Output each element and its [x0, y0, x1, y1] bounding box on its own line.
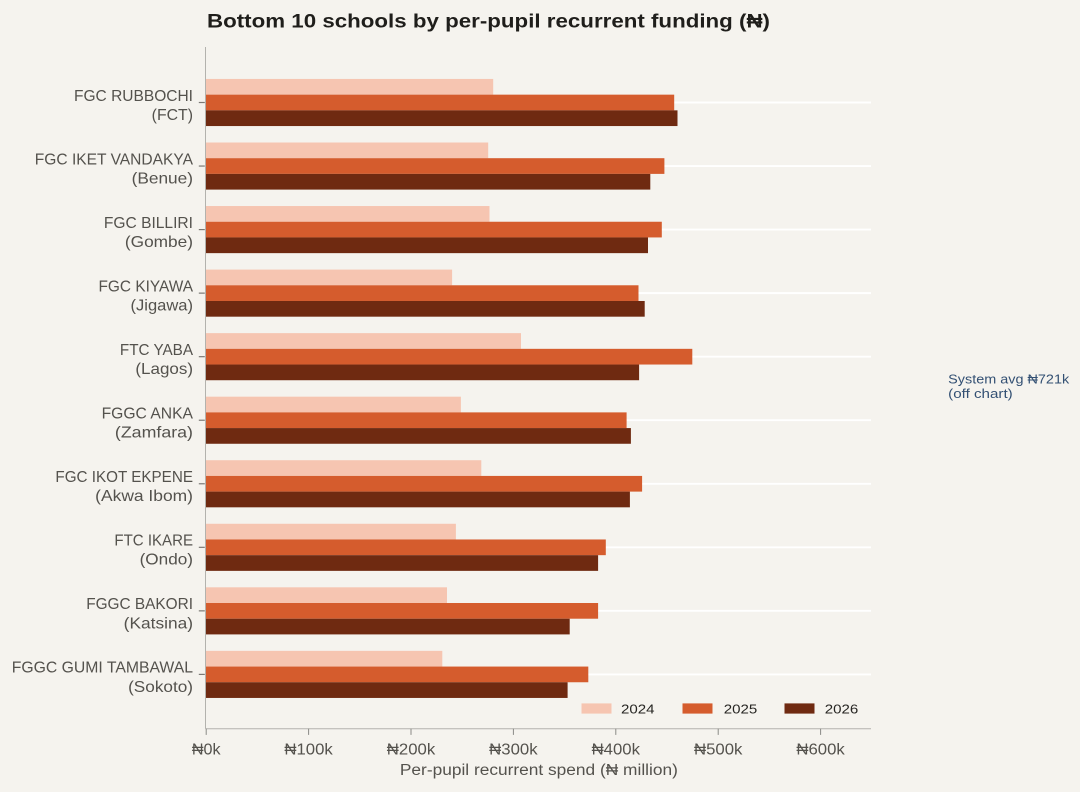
svg-text:2025: 2025 [724, 702, 758, 717]
svg-text:(FCT): (FCT) [152, 107, 193, 124]
svg-text:₦0k: ₦0k [192, 742, 221, 759]
svg-text:(Sokoto): (Sokoto) [128, 679, 193, 696]
svg-text:FTC IKARE: FTC IKARE [114, 533, 193, 550]
svg-text:Per-pupil recurrent spend (₦ m: Per-pupil recurrent spend (₦ million) [400, 762, 678, 779]
svg-text:FGC IKOT EKPENE: FGC IKOT EKPENE [55, 469, 193, 486]
svg-text:Bottom 10 schools by per-pupil: Bottom 10 schools by per-pupil recurrent… [207, 10, 770, 32]
svg-text:(Gombe): (Gombe) [125, 234, 193, 251]
svg-text:(Zamfara): (Zamfara) [115, 425, 193, 442]
svg-text:₦300k: ₦300k [489, 742, 537, 759]
svg-text:₦600k: ₦600k [796, 742, 844, 759]
svg-text:FGC BILLIRI: FGC BILLIRI [104, 215, 193, 232]
svg-text:(Jigawa): (Jigawa) [131, 298, 194, 315]
svg-text:(Ondo): (Ondo) [140, 552, 193, 569]
svg-text:(off chart): (off chart) [948, 386, 1013, 401]
svg-text:(Akwa Ibom): (Akwa Ibom) [95, 488, 193, 505]
svg-text:(Benue): (Benue) [132, 170, 193, 187]
svg-text:₦400k: ₦400k [592, 742, 640, 759]
svg-text:FTC YABA: FTC YABA [120, 342, 194, 359]
svg-text:₦500k: ₦500k [694, 742, 742, 759]
svg-text:2024: 2024 [621, 702, 655, 717]
svg-text:(Lagos): (Lagos) [135, 361, 193, 378]
svg-text:₦100k: ₦100k [284, 742, 332, 759]
svg-text:2026: 2026 [825, 702, 859, 717]
svg-text:FGC KIYAWA: FGC KIYAWA [99, 278, 194, 295]
svg-text:₦200k: ₦200k [387, 742, 435, 759]
svg-text:(Katsina): (Katsina) [124, 615, 193, 632]
svg-text:System avg ₦721k: System avg ₦721k [948, 371, 1070, 386]
svg-text:FGC IKET VANDAKYA: FGC IKET VANDAKYA [35, 151, 194, 168]
svg-text:FGGC ANKA: FGGC ANKA [102, 406, 194, 423]
svg-text:FGGC GUMI TAMBAWAL: FGGC GUMI TAMBAWAL [12, 660, 194, 677]
svg-text:FGGC BAKORI: FGGC BAKORI [86, 596, 193, 613]
svg-text:FGC RUBBOCHI: FGC RUBBOCHI [74, 88, 193, 105]
